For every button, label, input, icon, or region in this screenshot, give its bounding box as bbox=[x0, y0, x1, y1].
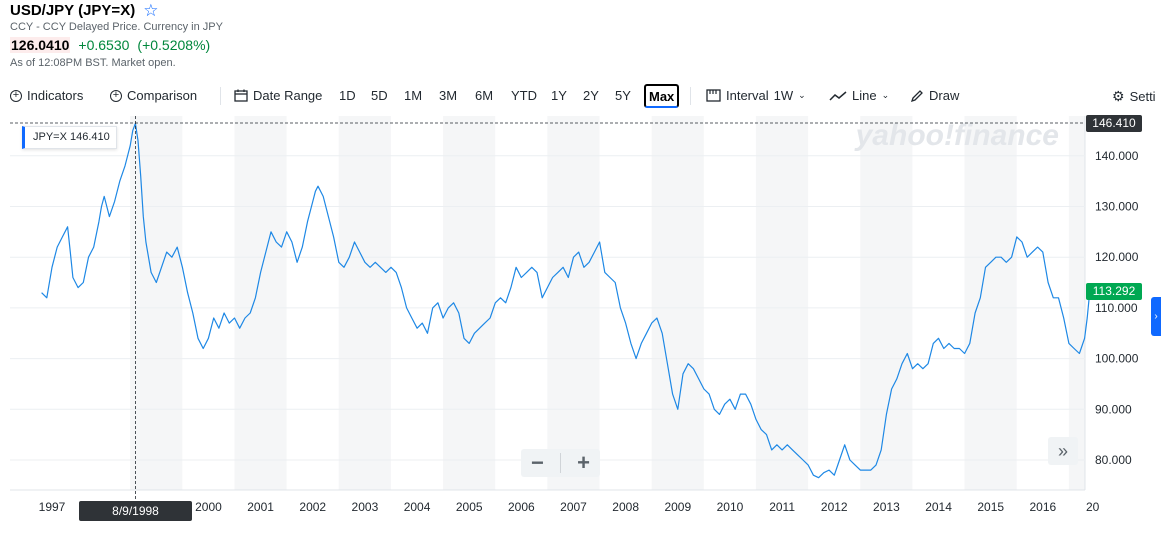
quote-source: CCY - CCY Delayed Price. Currency in JPY bbox=[10, 21, 223, 33]
range-5d[interactable]: 5D bbox=[371, 88, 388, 103]
range-3m[interactable]: 3M bbox=[439, 88, 458, 103]
chevron-down-icon: ⌄ bbox=[881, 90, 890, 100]
settings-button[interactable]: ⚙ Setti bbox=[1112, 88, 1156, 105]
x-tick-label: 2012 bbox=[821, 500, 848, 514]
x-tick-label: 2001 bbox=[247, 500, 274, 514]
x-tick-label: 2007 bbox=[560, 500, 587, 514]
settings-label: Setti bbox=[1129, 89, 1156, 104]
x-tick-label: 2003 bbox=[352, 500, 379, 514]
pencil-icon bbox=[910, 89, 923, 102]
price-line-series bbox=[41, 122, 1091, 479]
range-1d[interactable]: 1D bbox=[339, 88, 356, 103]
date-range-button[interactable]: Date Range bbox=[234, 88, 322, 103]
y-tick-label: 100.000 bbox=[1095, 352, 1139, 366]
range-5y[interactable]: 5Y bbox=[615, 88, 631, 103]
line-chart-icon bbox=[829, 90, 847, 101]
yahoo-finance-watermark: yahoo!finance bbox=[854, 119, 1059, 152]
year-band bbox=[755, 116, 809, 490]
range-max[interactable]: Max bbox=[644, 84, 680, 108]
chart-type-label: Line bbox=[852, 88, 877, 103]
zoom-divider bbox=[560, 453, 561, 473]
ticker-title-text: USD/JPY (JPY=X) bbox=[10, 2, 136, 19]
comparison-button[interactable]: + Comparison bbox=[110, 88, 197, 103]
chart-type-selector[interactable]: Line ⌄ bbox=[829, 88, 889, 103]
quote-timestamp: As of 12:08PM BST. Market open. bbox=[10, 57, 176, 69]
y-tick-label: 140.000 bbox=[1095, 149, 1139, 163]
year-band bbox=[130, 116, 183, 490]
y-tick-label: 110.000 bbox=[1095, 301, 1138, 315]
watchlist-star-icon[interactable]: ☆ bbox=[143, 1, 159, 20]
zoom-controls: − + bbox=[521, 449, 600, 477]
range-1m[interactable]: 1M bbox=[404, 88, 423, 103]
chevron-right-icon: › bbox=[1154, 311, 1158, 322]
year-band bbox=[234, 116, 287, 490]
current-price-flag: 113.292 bbox=[1086, 283, 1142, 300]
year-band bbox=[860, 116, 913, 490]
crosshair-date-flag: 8/9/1998 bbox=[79, 501, 192, 521]
indicators-button[interactable]: + Indicators bbox=[10, 88, 83, 103]
ticker-title: USD/JPY (JPY=X) ☆ bbox=[10, 2, 158, 19]
x-tick-label: 2006 bbox=[508, 500, 535, 514]
y-tick-label: 90.000 bbox=[1095, 402, 1132, 416]
x-tick-label: 2009 bbox=[664, 500, 691, 514]
indicators-label: Indicators bbox=[27, 88, 84, 103]
double-chevron-right-icon: » bbox=[1057, 440, 1068, 461]
chart-toolbar: + Indicators + Comparison Date Range 1D … bbox=[0, 84, 1161, 110]
chevron-down-icon: ⌄ bbox=[798, 90, 806, 100]
x-tick-label: 2010 bbox=[717, 500, 744, 514]
year-band bbox=[443, 116, 496, 490]
x-tick-label: 2013 bbox=[873, 500, 900, 514]
interval-value: 1W bbox=[773, 88, 794, 103]
x-tick-label: 1997 bbox=[39, 500, 66, 514]
range-2y[interactable]: 2Y bbox=[583, 88, 599, 103]
range-6m[interactable]: 6M bbox=[475, 88, 494, 103]
x-tick-label: 2000 bbox=[195, 500, 222, 514]
price-change-percent: (+0.5208%) bbox=[137, 37, 211, 53]
quote-summary: 126.0410 +0.6530 (+0.5208%) bbox=[10, 37, 210, 53]
year-band bbox=[547, 116, 600, 490]
toolbar-divider bbox=[690, 87, 691, 105]
crosshair-tooltip: JPY=X 146.410 bbox=[22, 126, 117, 149]
price-change: +0.6530 bbox=[78, 37, 130, 53]
year-band bbox=[338, 116, 391, 490]
zoom-in-button[interactable]: + bbox=[577, 450, 590, 475]
x-tick-label: 2005 bbox=[456, 500, 483, 514]
y-tick-label: 120.000 bbox=[1095, 250, 1139, 264]
plus-circle-icon: + bbox=[10, 89, 22, 102]
current-price: 126.0410 bbox=[10, 37, 71, 53]
year-band bbox=[1068, 116, 1085, 490]
x-tick-label: 2015 bbox=[977, 500, 1004, 514]
calendar-icon bbox=[234, 89, 248, 102]
interval-icon bbox=[706, 89, 721, 102]
fast-forward-button[interactable]: » bbox=[1048, 437, 1078, 465]
chart-canvas[interactable]: yahoo!finance 140.000 130.000 120.000 110.0… bbox=[0, 116, 1161, 528]
x-tick-label: 2008 bbox=[612, 500, 639, 514]
x-tick-label: 2014 bbox=[925, 500, 952, 514]
y-tick-label: 80.000 bbox=[1095, 453, 1132, 467]
crosshair-price-flag: 146.410 bbox=[1086, 115, 1142, 132]
gear-icon: ⚙ bbox=[1112, 88, 1125, 104]
year-band bbox=[964, 116, 1017, 490]
range-1y[interactable]: 1Y bbox=[551, 88, 567, 103]
interval-selector[interactable]: Interval 1W ⌄ bbox=[706, 88, 806, 103]
comparison-label: Comparison bbox=[127, 88, 198, 103]
x-tick-label: 2002 bbox=[299, 500, 326, 514]
toolbar-divider bbox=[220, 87, 221, 105]
price-chart[interactable]: yahoo!finance 140.000 130.000 120.000 110.0… bbox=[0, 116, 1161, 528]
x-tick-label: 2016 bbox=[1029, 500, 1056, 514]
y-tick-label: 130.000 bbox=[1095, 200, 1139, 214]
x-tick-label: 20 bbox=[1086, 500, 1100, 514]
draw-label: Draw bbox=[929, 88, 960, 103]
range-ytd[interactable]: YTD bbox=[511, 88, 537, 103]
x-tick-label: 2004 bbox=[404, 500, 431, 514]
year-band bbox=[651, 116, 704, 490]
interval-label: Interval bbox=[726, 88, 769, 103]
draw-button[interactable]: Draw bbox=[910, 88, 959, 103]
x-tick-label: 2011 bbox=[769, 500, 795, 514]
date-range-label: Date Range bbox=[253, 88, 323, 103]
plus-circle-icon: + bbox=[110, 89, 122, 102]
side-panel-toggle[interactable]: › bbox=[1151, 297, 1161, 336]
zoom-out-button[interactable]: − bbox=[531, 450, 544, 475]
